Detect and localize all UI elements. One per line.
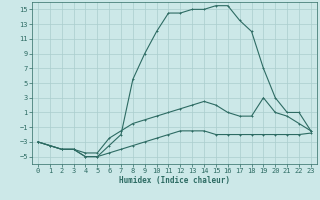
X-axis label: Humidex (Indice chaleur): Humidex (Indice chaleur)	[119, 176, 230, 185]
